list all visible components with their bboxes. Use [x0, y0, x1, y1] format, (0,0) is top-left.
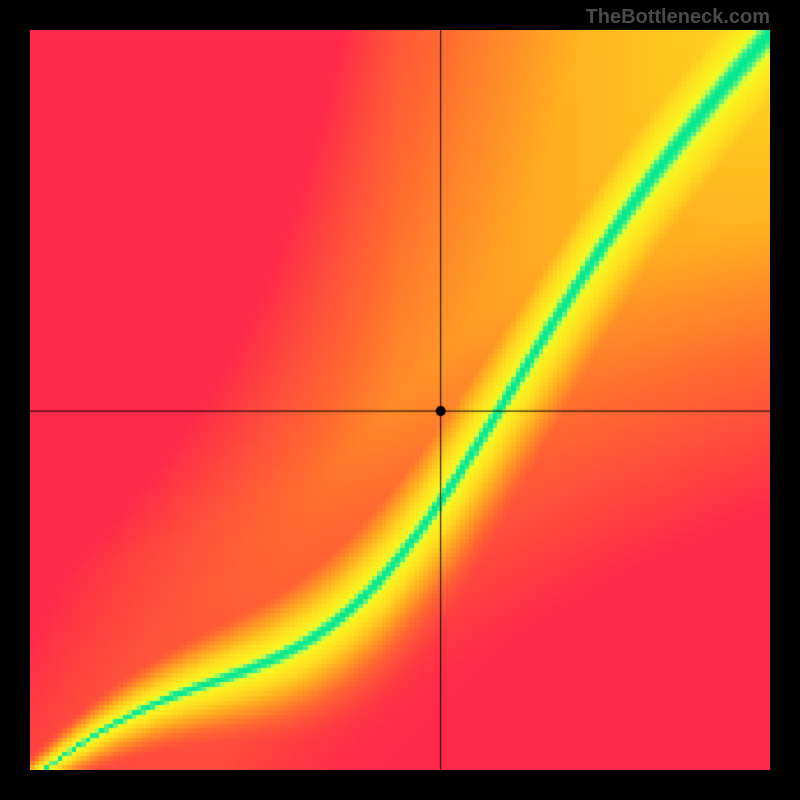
heatmap-canvas	[30, 30, 770, 770]
heatmap-plot	[30, 30, 770, 770]
chart-container: TheBottleneck.com	[0, 0, 800, 800]
watermark-text: TheBottleneck.com	[586, 6, 770, 29]
